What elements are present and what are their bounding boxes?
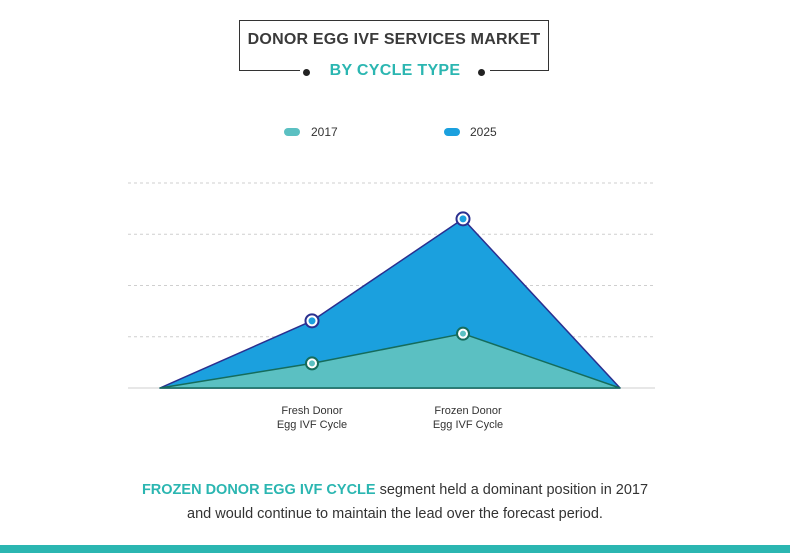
x-tick-label-fresh: Fresh Donor Egg IVF Cycle [252,404,372,432]
subtitle-row: BY CYCLE TYPE [0,62,790,82]
legend-label-2017: 2017 [311,125,338,139]
chart-subtitle: BY CYCLE TYPE [329,62,461,79]
marker-2017-point [309,360,315,367]
subtitle-right-dot [478,69,485,76]
subtitle-background [300,62,490,82]
subtitle-left-dot [303,69,310,76]
x-tick-label-fresh-line1: Fresh Donor [281,405,343,417]
legend-swatch-2025 [444,128,460,136]
marker-2017-point [460,330,466,337]
x-tick-label-frozen: Frozen Donor Egg IVF Cycle [408,404,528,432]
x-tick-label-fresh-line2: Egg IVF Cycle [276,419,348,431]
caption-line-1-rest: segment held a dominant position in 2017 [375,482,649,498]
caption-highlight: FROZEN DONOR EGG IVF CYCLE [141,482,376,498]
caption-line-1: FROZEN DONOR EGG IVF CYCLE segment held … [0,478,790,502]
x-tick-label-frozen-line1: Frozen Donor [434,405,502,417]
chart-title: DONOR EGG IVF SERVICES MARKET [247,31,541,48]
bottom-accent-bar [0,545,790,553]
caption: FROZEN DONOR EGG IVF CYCLE segment held … [0,478,790,526]
legend-swatch-2017 [284,128,300,136]
marker-2025-point [459,215,467,223]
legend-label-2025: 2025 [470,125,497,139]
x-tick-label-frozen-line2: Egg IVF Cycle [432,419,504,431]
caption-line-2: and would continue to maintain the lead … [187,506,603,522]
marker-2025-point [308,317,316,325]
